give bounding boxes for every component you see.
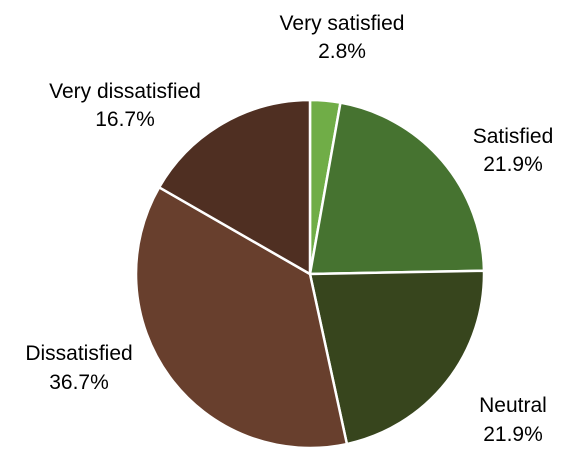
pie-slice-very-dissatisfied	[157, 98, 312, 276]
slice-value-very-dissatisfied: 16.7%	[95, 108, 155, 131]
pie-slice-dissatisfied	[134, 186, 349, 450]
slice-label-very-satisfied: Very satisfied	[280, 12, 405, 35]
slice-label-very-dissatisfied: Very dissatisfied	[49, 80, 201, 103]
pie-slice-neutral	[308, 269, 486, 446]
slice-value-neutral: 21.9%	[483, 423, 543, 446]
slice-label-satisfied: Satisfied	[473, 125, 554, 148]
pie-slices	[134, 98, 486, 450]
pie-slice-satisfied	[308, 101, 486, 276]
slice-value-satisfied: 21.9%	[483, 153, 543, 176]
slice-label-neutral: Neutral	[479, 394, 547, 417]
slice-label-dissatisfied: Dissatisfied	[25, 342, 132, 365]
slice-value-dissatisfied: 36.7%	[49, 371, 109, 394]
slice-value-very-satisfied: 2.8%	[318, 40, 366, 63]
